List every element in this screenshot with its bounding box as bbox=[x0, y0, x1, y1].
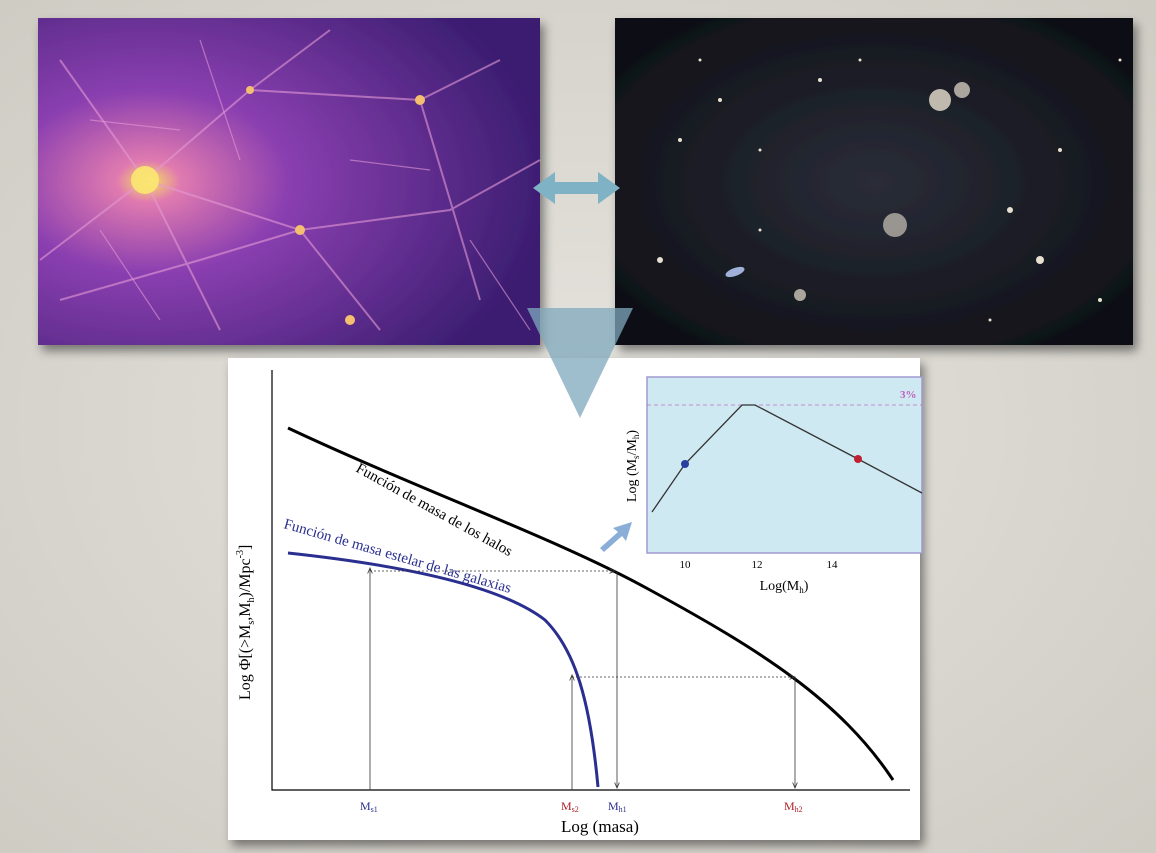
reference-label: 3% bbox=[900, 389, 917, 401]
text-part: M bbox=[608, 799, 619, 813]
point bbox=[854, 455, 862, 463]
text-part: M bbox=[784, 799, 795, 813]
text-part: ) bbox=[625, 430, 640, 435]
point bbox=[681, 460, 689, 468]
text-part: )/Mpc bbox=[237, 558, 254, 597]
text-part: /M bbox=[625, 439, 640, 456]
text-part: M bbox=[360, 799, 371, 813]
text-part: -3 bbox=[235, 550, 246, 558]
x-axis-label: Log (masa) bbox=[561, 817, 639, 836]
inset-x-tick: 12 bbox=[752, 559, 763, 571]
inset-x-tick: 14 bbox=[827, 559, 839, 571]
text-part: Log(M bbox=[760, 579, 800, 594]
cosmic-web-image bbox=[38, 18, 540, 345]
text-part: ] bbox=[237, 545, 254, 550]
text-part: s2 bbox=[572, 805, 579, 814]
text-part: s1 bbox=[371, 805, 378, 814]
slide: Función de masa de los halos Función de … bbox=[0, 0, 1156, 853]
text-part: M bbox=[561, 799, 572, 813]
inset-y-label: Log (Ms/Mh) bbox=[625, 430, 641, 503]
text-part: ) bbox=[804, 579, 809, 594]
text-part: ,M bbox=[237, 602, 254, 620]
text-part: Log Φ[(>M bbox=[237, 625, 254, 700]
text-part: h2 bbox=[795, 805, 803, 814]
page: Función de masa de los halos Función de … bbox=[0, 0, 1156, 853]
text-part: h1 bbox=[619, 805, 627, 814]
inset-x-tick: 10 bbox=[680, 559, 692, 571]
galaxy-field-image bbox=[615, 18, 1133, 345]
text-part: Log (M bbox=[625, 458, 640, 502]
